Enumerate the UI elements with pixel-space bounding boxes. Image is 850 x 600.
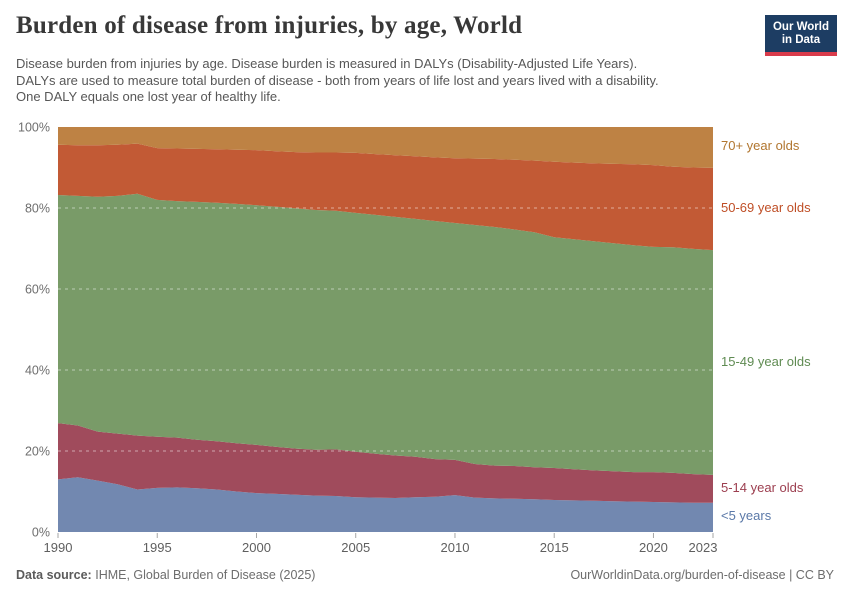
owid-logo-line2: in Data xyxy=(781,34,821,46)
owid-logo[interactable]: Our World in Data xyxy=(764,15,837,56)
area-15-49[interactable] xyxy=(58,193,713,475)
chart-subtitle: Disease burden from injuries by age. Dis… xyxy=(16,56,776,106)
page-title: Burden of disease from injuries, by age,… xyxy=(16,12,523,39)
subtitle-line: Disease burden from injuries by age. Dis… xyxy=(16,56,638,71)
x-tick-label: 1995 xyxy=(143,540,172,555)
credit-line[interactable]: OurWorldinData.org/burden-of-disease | C… xyxy=(570,568,834,582)
subtitle-line: One DALY equals one lost year of healthy… xyxy=(16,89,281,104)
data-source-text: IHME, Global Burden of Disease (2025) xyxy=(95,568,316,582)
x-tick-label: 2023 xyxy=(689,540,718,555)
area-50-69[interactable] xyxy=(58,143,713,251)
y-tick-label: 0% xyxy=(32,526,50,540)
x-tick-label: 2000 xyxy=(242,540,271,555)
y-tick-label: 100% xyxy=(18,121,50,135)
x-tick-label: 2005 xyxy=(341,540,370,555)
y-tick-label: 40% xyxy=(25,364,50,378)
data-source: Data source: IHME, Global Burden of Dise… xyxy=(16,568,315,582)
y-tick-label: 80% xyxy=(25,202,50,216)
area-under-5[interactable] xyxy=(58,477,713,532)
y-tick-label: 60% xyxy=(25,283,50,297)
x-tick-label: 2010 xyxy=(441,540,470,555)
x-tick-label: 2020 xyxy=(639,540,668,555)
data-source-label: Data source: xyxy=(16,568,92,582)
owid-logo-line1: Our World xyxy=(772,21,829,33)
area-70-plus[interactable] xyxy=(58,127,713,168)
x-tick-label: 2015 xyxy=(540,540,569,555)
subtitle-line: DALYs are used to measure total burden o… xyxy=(16,72,659,88)
area-5-14[interactable] xyxy=(58,423,713,503)
x-tick-label: 1990 xyxy=(44,540,73,555)
y-tick-label: 20% xyxy=(25,445,50,459)
chart-footer: Data source: IHME, Global Burden of Dise… xyxy=(16,568,834,582)
